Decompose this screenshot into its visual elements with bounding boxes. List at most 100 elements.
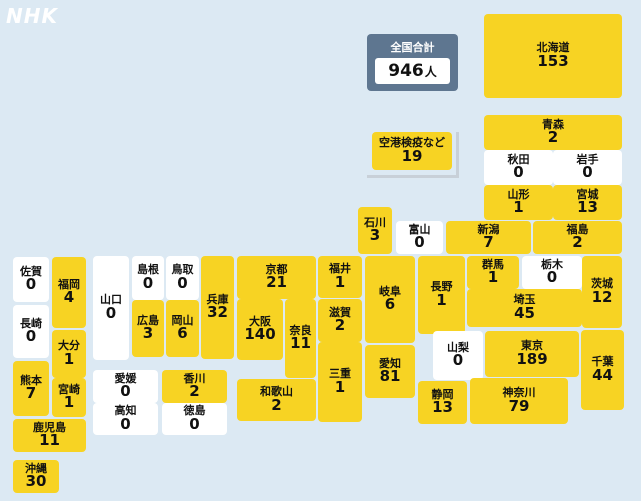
prefecture-count: 0	[582, 163, 593, 182]
prefecture-hokkaido: 北海道 153	[484, 14, 622, 98]
prefecture-count: 1	[487, 268, 499, 287]
prefecture-count: 0	[546, 268, 558, 287]
prefecture-count: 0	[120, 414, 131, 433]
prefecture-kyoto: 京都 21	[237, 256, 316, 299]
prefecture-name: 福井	[329, 262, 351, 276]
prefecture-shimane: 島根 0	[132, 256, 164, 300]
prefecture-name: 宮城	[576, 187, 599, 201]
prefecture-yamanashi: 山梨 0	[433, 331, 483, 380]
prefecture-count: 0	[177, 273, 188, 292]
prefecture-name: 山口	[100, 293, 122, 307]
prefecture-tochigi: 栃木 0	[522, 256, 582, 289]
national-total-unit: 人	[424, 64, 437, 79]
prefecture-count: 0	[25, 275, 37, 294]
prefecture-wakayama: 和歌山 2	[237, 379, 316, 421]
prefecture-name: 京都	[265, 262, 288, 276]
prefecture-count: 32	[207, 303, 228, 322]
prefecture-name: 広島	[137, 313, 159, 327]
prefecture-kanagawa: 神奈川 79	[470, 378, 568, 424]
prefecture-count: 0	[120, 382, 131, 401]
prefecture-count: 13	[432, 398, 453, 417]
prefecture-count: 0	[25, 327, 37, 346]
prefecture-count: 2	[189, 382, 200, 401]
prefecture-count: 30	[25, 472, 47, 491]
national-total-label: 全国合計	[390, 41, 435, 54]
prefecture-ishikawa: 石川 3	[358, 207, 392, 254]
prefecture-name: 福島	[566, 222, 589, 236]
prefecture-ibaraki: 茨城 12	[582, 256, 622, 328]
prefecture-count: 1	[436, 290, 447, 309]
prefecture-saga: 佐賀 0	[13, 257, 49, 302]
prefecture-name: 愛媛	[114, 371, 137, 385]
prefecture-name: 東京	[521, 339, 543, 353]
prefecture-count: 189	[516, 349, 548, 368]
prefecture-count: 13	[577, 198, 598, 217]
prefecture-count: 44	[592, 365, 613, 384]
prefecture-yamaguchi: 山口 0	[93, 256, 129, 360]
prefecture-count: 2	[271, 395, 282, 414]
prefecture-name: 徳島	[183, 404, 206, 418]
prefecture-name: 栃木	[541, 257, 563, 271]
national-total-value-box: 946 人	[375, 58, 450, 84]
prefecture-iwate: 岩手 0	[553, 150, 622, 185]
prefecture-name: 福岡	[58, 277, 80, 291]
prefecture-nagasaki: 長崎 0	[13, 305, 49, 358]
prefecture-count: 153	[537, 51, 569, 70]
prefecture-miyazaki: 宮崎 1	[52, 378, 86, 417]
prefecture-count: 1	[334, 377, 346, 396]
prefecture-nagano: 長野 1	[418, 256, 465, 334]
prefecture-miyagi: 宮城 13	[553, 185, 622, 220]
prefecture-count: 6	[177, 324, 188, 343]
prefecture-count: 0	[414, 233, 425, 252]
prefecture-kumamoto: 熊本 7	[13, 361, 49, 416]
prefecture-airport: 空港検疫など 19	[372, 132, 452, 170]
national-total-value: 946	[388, 61, 424, 81]
prefecture-count: 11	[39, 431, 60, 450]
prefecture-count: 12	[591, 287, 613, 306]
prefecture-name: 新潟	[477, 222, 500, 236]
prefecture-count: 0	[142, 273, 154, 292]
prefecture-count: 2	[334, 316, 346, 335]
prefecture-name: 北海道	[536, 41, 570, 55]
prefecture-fukushima: 福島 2	[533, 221, 622, 254]
prefecture-name: 神奈川	[502, 386, 536, 400]
prefecture-count: 1	[513, 198, 524, 217]
prefecture-name: 滋賀	[329, 305, 351, 319]
prefecture-name: 宮崎	[58, 382, 80, 396]
prefecture-name: 三重	[329, 367, 351, 381]
prefecture-name: 埼玉	[513, 293, 536, 307]
prefecture-nara: 奈良 11	[285, 299, 316, 378]
prefecture-name: 青森	[542, 117, 564, 131]
prefecture-kagawa: 香川 2	[162, 370, 227, 403]
prefecture-name: 富山	[408, 222, 431, 236]
prefecture-count: 0	[105, 303, 117, 322]
prefecture-count: 19	[401, 146, 423, 165]
prefecture-osaka: 大阪 140	[237, 299, 283, 360]
prefecture-name: 茨城	[591, 277, 613, 291]
prefecture-tottori: 鳥取 0	[166, 256, 199, 300]
prefecture-count: 3	[369, 226, 381, 245]
prefecture-hyogo: 兵庫 32	[201, 256, 234, 359]
prefecture-name: 岐阜	[379, 284, 401, 298]
prefecture-name: 千葉	[591, 355, 614, 369]
prefecture-okinawa: 沖縄 30	[13, 460, 59, 493]
prefecture-count: 7	[25, 384, 37, 403]
prefecture-count: 0	[513, 163, 524, 182]
prefecture-name: 静岡	[431, 387, 454, 401]
prefecture-name: 鳥取	[171, 263, 194, 277]
brand-logo: NHK	[6, 4, 58, 28]
prefecture-count: 0	[452, 351, 464, 370]
prefecture-name: 大阪	[249, 314, 271, 328]
prefecture-count: 45	[514, 303, 535, 322]
prefecture-count: 11	[290, 334, 311, 353]
prefecture-name: 山形	[507, 187, 530, 201]
prefecture-niigata: 新潟 7	[446, 221, 531, 254]
prefecture-name: 長野	[430, 280, 453, 294]
prefecture-name: 鹿児島	[33, 420, 66, 434]
airport-shadow	[367, 132, 459, 178]
prefecture-name: 長崎	[20, 316, 42, 330]
prefecture-count: 21	[266, 273, 287, 292]
prefecture-count: 0	[189, 414, 200, 433]
prefecture-count: 79	[508, 396, 530, 415]
prefecture-shiga: 滋賀 2	[318, 299, 362, 342]
